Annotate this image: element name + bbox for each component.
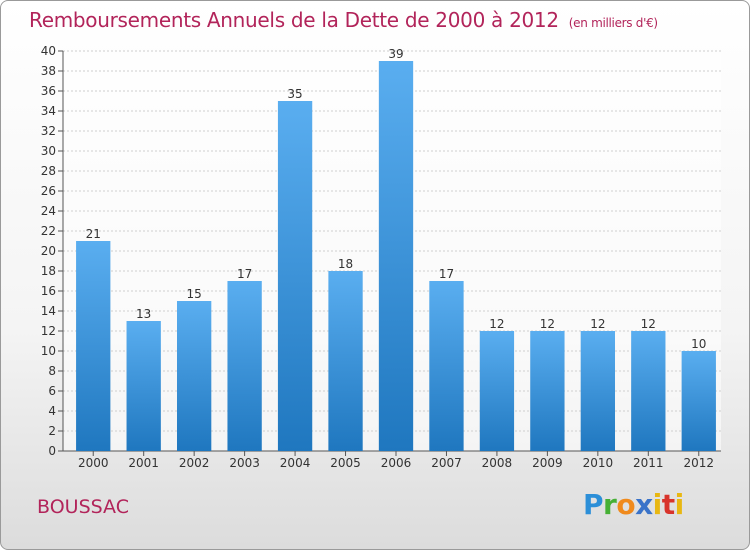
- title-text: Remboursements Annuels de la Dette de 20…: [29, 8, 559, 32]
- bar-2009: [530, 331, 565, 451]
- x-tick-label-2011: 2011: [633, 456, 664, 470]
- x-tick-label-2007: 2007: [431, 456, 462, 470]
- location-label: BOUSSAC: [37, 496, 129, 518]
- x-tick-label-2002: 2002: [179, 456, 210, 470]
- y-tick-label: 18: [41, 264, 56, 278]
- value-label-2004: 35: [287, 87, 302, 101]
- x-tick-label-2010: 2010: [583, 456, 614, 470]
- x-tick-label-2001: 2001: [128, 456, 159, 470]
- y-tick-label: 28: [41, 164, 56, 178]
- y-tick-label: 34: [41, 104, 56, 118]
- y-tick-label: 16: [41, 284, 56, 298]
- y-tick-label: 40: [41, 44, 56, 58]
- bar-2003: [227, 281, 262, 451]
- y-tick-label: 14: [41, 304, 56, 318]
- x-tick-label-2003: 2003: [229, 456, 260, 470]
- bar-2000: [76, 241, 111, 451]
- value-label-2008: 12: [489, 317, 504, 331]
- bar-2001: [126, 321, 161, 451]
- value-label-2011: 12: [641, 317, 656, 331]
- y-tick-label: 6: [48, 384, 56, 398]
- y-tick-label: 24: [41, 204, 56, 218]
- bar-2010: [580, 331, 616, 451]
- value-label-2007: 17: [439, 267, 454, 281]
- y-tick-label: 22: [41, 224, 56, 238]
- proxiti-logo: Proxiti: [583, 488, 684, 521]
- y-tick-label: 8: [48, 364, 56, 378]
- y-tick-label: 2: [48, 424, 56, 438]
- y-tick-label: 36: [41, 84, 56, 98]
- value-label-2001: 13: [136, 307, 151, 321]
- bar-2008: [479, 331, 515, 451]
- x-tick-label-2005: 2005: [330, 456, 361, 470]
- bar-2005: [328, 271, 363, 451]
- x-tick-label-2000: 2000: [78, 456, 109, 470]
- x-tick-label-2009: 2009: [532, 456, 563, 470]
- value-label-2005: 18: [338, 257, 353, 271]
- bar-2004: [277, 101, 313, 451]
- y-tick-label: 32: [41, 124, 56, 138]
- x-tick-label-2004: 2004: [280, 456, 311, 470]
- y-tick-label: 12: [41, 324, 56, 338]
- value-label-2003: 17: [237, 267, 252, 281]
- bar-2012: [681, 351, 716, 451]
- y-tick-label: 20: [41, 244, 56, 258]
- bar-2002: [176, 301, 212, 451]
- y-tick-label: 0: [48, 444, 56, 458]
- chart-title: Remboursements Annuels de la Dette de 20…: [29, 8, 658, 32]
- bar-2011: [631, 331, 666, 451]
- y-tick-label: 30: [41, 144, 56, 158]
- value-label-2010: 12: [590, 317, 605, 331]
- unit-note: (en milliers d'€): [568, 16, 658, 30]
- y-tick-label: 38: [41, 64, 56, 78]
- y-tick-label: 26: [41, 184, 56, 198]
- value-label-2000: 21: [86, 227, 101, 241]
- y-tick-label: 10: [41, 344, 56, 358]
- bar-2007: [429, 281, 464, 451]
- bar-2006: [378, 61, 414, 451]
- x-tick-label-2006: 2006: [381, 456, 412, 470]
- value-label-2009: 12: [540, 317, 555, 331]
- x-tick-label-2008: 2008: [482, 456, 513, 470]
- x-tick-label-2012: 2012: [683, 456, 714, 470]
- value-label-2002: 15: [187, 287, 202, 301]
- value-label-2006: 39: [388, 47, 403, 61]
- value-label-2012: 10: [691, 337, 706, 351]
- y-tick-label: 4: [48, 404, 56, 418]
